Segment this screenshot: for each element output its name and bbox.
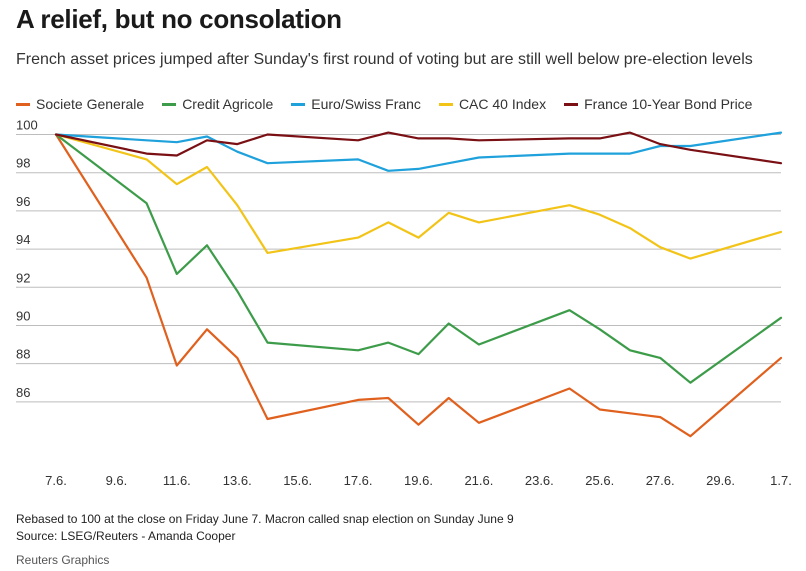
legend-label: France 10-Year Bond Price: [584, 96, 753, 112]
x-tick-label: 13.6.: [223, 473, 252, 488]
x-tick-label: 29.6.: [706, 473, 735, 488]
x-tick-label: 23.6.: [525, 473, 554, 488]
y-tick-label: 90: [16, 308, 30, 323]
series-line-france-10-year-bond-price: [54, 131, 783, 165]
x-tick-label: 25.6.: [585, 473, 614, 488]
x-tick-label: 27.6.: [646, 473, 675, 488]
y-tick-label: 86: [16, 385, 30, 400]
y-tick-label: 92: [16, 270, 30, 285]
x-tick-label: 21.6.: [464, 473, 493, 488]
y-tick-label: 100: [16, 118, 38, 133]
x-tick-label: 17.6.: [344, 473, 373, 488]
chart-source: Source: LSEG/Reuters - Amanda Cooper: [16, 529, 236, 543]
x-tick-label: 15.6.: [283, 473, 312, 488]
x-tick-label: 9.6.: [106, 473, 128, 488]
legend-swatch: [438, 102, 453, 106]
chart-subtitle: French asset prices jumped after Sunday'…: [16, 51, 753, 68]
series-layer: [54, 131, 783, 438]
legend-label: Credit Agricole: [182, 96, 274, 112]
legend-item: Credit Agricole: [162, 96, 273, 112]
series-line-euro-swiss-franc: [54, 131, 783, 172]
y-tick-label: 98: [16, 156, 30, 171]
y-tick-label: 94: [16, 232, 30, 247]
legend-swatch: [291, 102, 306, 106]
axis-labels: 86 88 90 92 94 96 98 100 7.6. 9.6. 11.6. 13.6. 15.6.…: [16, 118, 792, 488]
x-tick-label: 1.7.: [770, 473, 792, 488]
chart-footnote: Rebased to 100 at the close on Friday Ju…: [16, 511, 514, 545]
legend-item: CAC 40 Index: [438, 96, 547, 112]
legend-item: Euro/Swiss Franc: [291, 96, 421, 112]
legend-swatch: [162, 102, 177, 106]
series-line-credit-agricole: [54, 133, 783, 384]
grid-layer: [16, 134, 781, 403]
legend-label: Societe Generale: [36, 96, 145, 112]
chart-credit: Reuters Graphics: [16, 553, 110, 567]
chart-legend: Societe Generale Credit Agricole Euro/Swis…: [16, 96, 770, 112]
x-tick-label: 11.6.: [163, 473, 191, 488]
series-line-societe-generale: [54, 133, 783, 438]
series-line-cac-40-index: [54, 133, 783, 260]
legend-swatch: [16, 102, 30, 106]
y-tick-label: 88: [16, 347, 30, 362]
x-tick-label: 7.6.: [45, 473, 67, 488]
x-tick-label: 19.6.: [404, 473, 433, 488]
legend-item: France 10-Year Bond Price: [564, 96, 752, 112]
chart-note: Rebased to 100 at the close on Friday Ju…: [16, 512, 514, 526]
legend-item: Societe Generale: [16, 96, 144, 112]
chart-title: A relief, but no consolation: [16, 4, 342, 34]
legend-label: Euro/Swiss Franc: [311, 96, 421, 112]
line-chart: 86 88 90 92 94 96 98 100 7.6. 9.6. 11.6. 13.6. 15.6.…: [16, 118, 792, 488]
y-tick-label: 96: [16, 194, 30, 209]
legend-swatch: [564, 102, 579, 106]
legend-label: CAC 40 Index: [458, 96, 547, 112]
